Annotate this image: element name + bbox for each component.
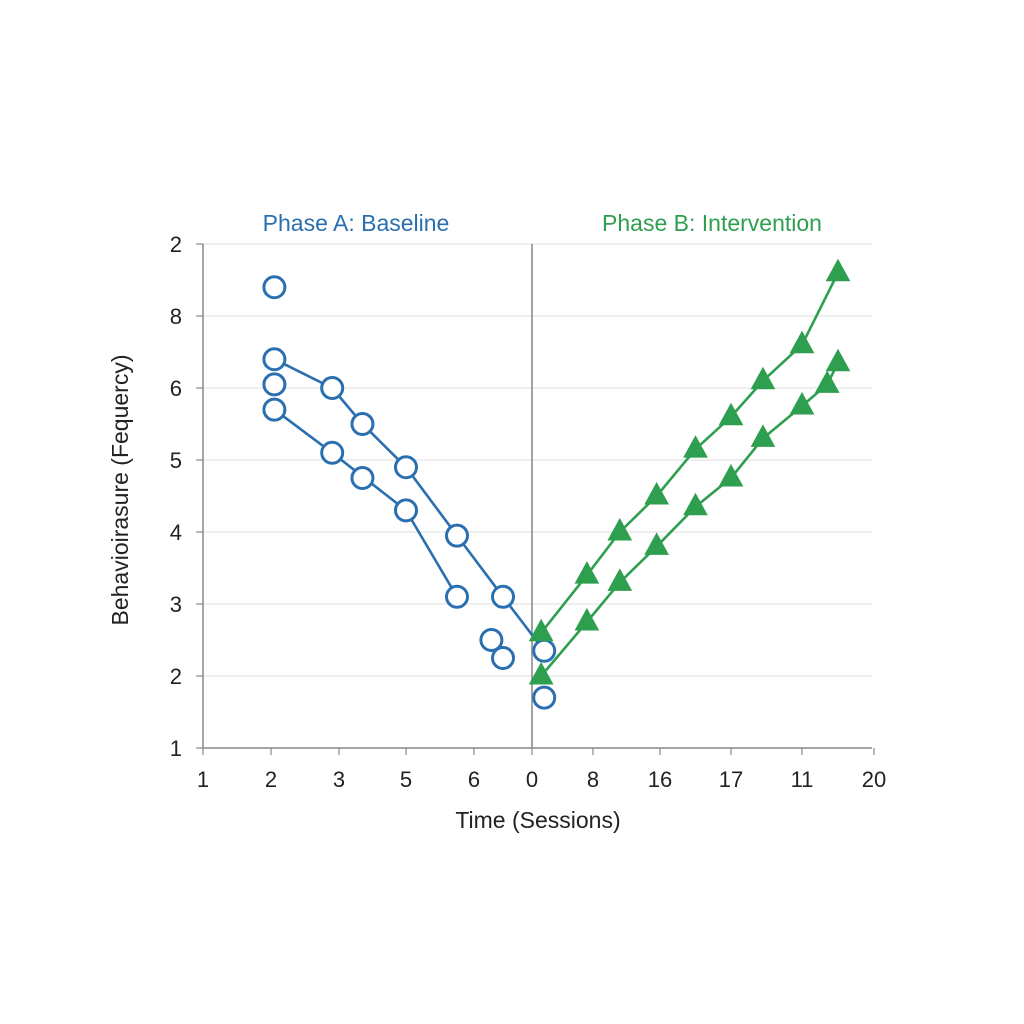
x-tick-label: 16	[648, 767, 672, 792]
data-point-baseline	[394, 455, 418, 480]
data-point-intervention	[644, 532, 669, 555]
x-tick-label: 0	[526, 767, 538, 792]
data-point-intervention	[574, 561, 600, 584]
y-tick-label: 5	[170, 448, 182, 473]
y-tick-label: 1	[170, 736, 182, 761]
data-point-baseline	[445, 584, 469, 609]
data-point-intervention	[683, 492, 708, 516]
gridlines	[203, 243, 872, 677]
data-point-intervention	[607, 517, 633, 541]
data-point-intervention	[789, 330, 815, 354]
phase-a-label: Phase A: Baseline	[263, 210, 450, 236]
data-point-baseline	[532, 685, 557, 710]
data-point-intervention	[814, 370, 840, 393]
x-tick-label: 5	[400, 767, 412, 792]
x-tick-label: 1	[197, 767, 209, 792]
data-point-baseline	[350, 412, 375, 436]
data-point-intervention	[644, 481, 669, 505]
series-layer	[262, 258, 851, 710]
data-point-baseline	[262, 347, 287, 372]
data-point-intervention	[528, 661, 554, 685]
x-tick-label: 17	[719, 767, 743, 792]
y-tick-label: 2	[170, 664, 182, 689]
data-point-baseline	[262, 397, 287, 422]
x-axis-title: Time (Sessions)	[455, 807, 620, 833]
data-point-baseline	[320, 376, 345, 400]
series-line-baseline-2	[273, 408, 459, 598]
y-tick-label: 8	[170, 304, 182, 329]
data-point-baseline	[350, 466, 375, 490]
x-tick-label: 20	[862, 767, 886, 792]
axis-ticks: 1 2 3 4 5 6 8 2 1 2 3 5 6 0 8 16 17 11 20	[170, 232, 886, 792]
data-point-intervention	[574, 607, 600, 631]
x-tick-label: 3	[333, 767, 345, 792]
data-point-intervention	[789, 391, 815, 415]
x-tick-label: 6	[468, 767, 480, 792]
x-tick-label: 2	[265, 767, 277, 792]
y-axis-title: Behavioirasure (Fequercy)	[107, 354, 133, 625]
y-tick-label: 6	[170, 376, 182, 401]
data-point-baseline	[394, 498, 418, 523]
data-point-baseline	[491, 646, 515, 670]
data-point-intervention	[750, 424, 776, 447]
y-tick-label: 3	[170, 592, 182, 617]
data-point-baseline	[491, 584, 515, 609]
data-point-baseline	[445, 523, 469, 548]
data-point-intervention	[683, 435, 708, 458]
data-point-intervention	[718, 402, 744, 426]
data-point-baseline	[532, 638, 557, 663]
y-tick-label: 4	[170, 520, 182, 545]
axes	[202, 244, 872, 749]
data-point-intervention	[718, 463, 744, 487]
data-point-intervention	[750, 366, 776, 390]
data-point-baseline	[262, 372, 287, 397]
data-point-baseline	[262, 275, 287, 300]
data-point-intervention	[528, 618, 554, 642]
x-tick-label: 11	[791, 767, 814, 792]
data-point-intervention	[825, 258, 851, 282]
series-line-intervention-2	[540, 362, 840, 677]
x-tick-label: 8	[587, 767, 599, 792]
data-point-intervention	[607, 568, 633, 591]
y-tick-label: 2	[170, 232, 182, 257]
phase-b-label: Phase B: Intervention	[602, 210, 822, 236]
data-point-baseline	[320, 440, 345, 465]
data-point-baseline	[479, 628, 504, 652]
data-point-intervention	[825, 348, 851, 372]
